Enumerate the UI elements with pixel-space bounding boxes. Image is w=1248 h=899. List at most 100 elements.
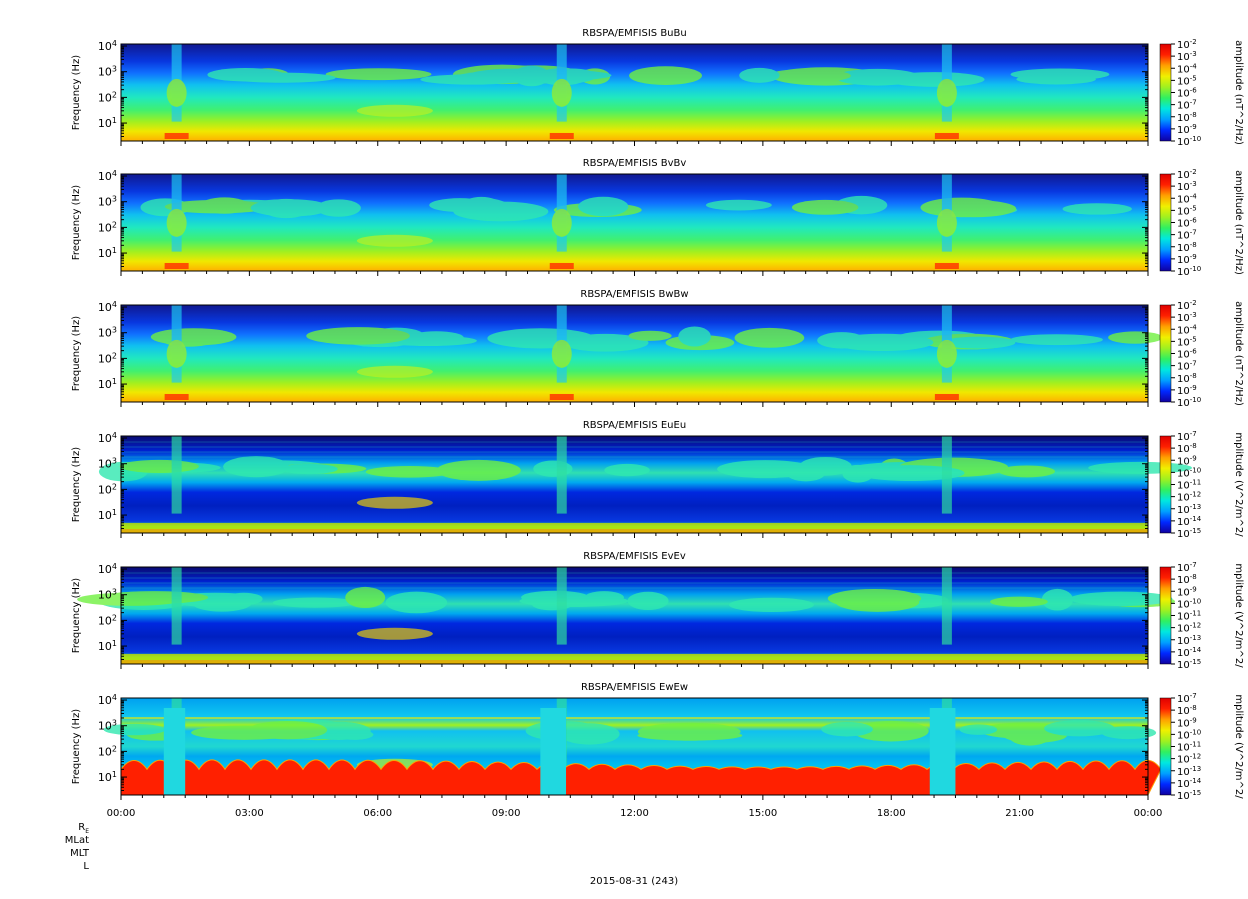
colorbar-label: amplitude (nT^2/Hz)	[1233, 170, 1244, 275]
colorbar-tick-label: 10-11	[1177, 479, 1201, 492]
emission-features	[98, 436, 1193, 533]
colorbar-tick-label: 10-9	[1177, 384, 1197, 397]
y-tick-label: 104	[98, 562, 117, 576]
colorbar-tick-label: 10-8	[1177, 111, 1197, 124]
y-tick-label: 104	[98, 300, 117, 314]
orbit-label-re: RE	[78, 822, 89, 835]
colorbar: 10-210-310-410-510-610-710-810-910-10 amp…	[1159, 38, 1244, 148]
y-tick-label: 103	[98, 588, 117, 602]
colorbar-tick-label: 10-5	[1177, 74, 1197, 87]
colorbar-tick-label: 10-12	[1177, 491, 1201, 504]
colorbar-tick-label: 10-3	[1177, 50, 1197, 63]
emission-features	[164, 44, 1110, 139]
panel-title: RBSPA/EMFISIS EuEu	[583, 420, 686, 431]
y-tick-label: 104	[98, 431, 117, 445]
y-tick-label: 103	[98, 719, 117, 733]
y-tick-label: 102	[98, 613, 117, 627]
colorbar-tick-label: 10-11	[1177, 610, 1201, 623]
x-tick-label: 15:00	[748, 808, 777, 819]
y-tick-label: 103	[98, 195, 117, 209]
emission-features	[77, 567, 1176, 664]
colorbar-tick-label: 10-9	[1177, 123, 1197, 136]
panel-6: RBSPA/EMFISIS EwEw Frequency (Hz) 101 102 10…	[71, 682, 1244, 802]
colorbar-label: amplitude (nT^2/Hz)	[1233, 40, 1244, 145]
colorbar-label: mplitude (V^2/m^2/	[1233, 694, 1244, 799]
y-tick-label: 103	[98, 457, 117, 471]
colorbar: 10-710-810-910-1010-1110-1210-1310-1410-…	[1159, 430, 1244, 540]
x-tick-label: 12:00	[620, 808, 649, 819]
y-tick-label: 102	[98, 90, 117, 104]
colorbar-tick-label: 10-7	[1177, 430, 1197, 443]
x-tick-label: 00:00	[107, 808, 136, 819]
colorbar-tick-label: 10-7	[1177, 692, 1197, 705]
colorbar-tick-label: 10-11	[1177, 741, 1201, 754]
colorbar-tick-label: 10-8	[1177, 241, 1197, 254]
colorbar-label: mplitude (V^2/m^2/	[1233, 432, 1244, 537]
colorbar: 10-210-310-410-510-610-710-810-910-10 amp…	[1159, 168, 1244, 278]
colorbar-tick-label: 10-5	[1177, 335, 1197, 348]
colorbar-tick-label: 10-3	[1177, 180, 1197, 193]
panel-1: RBSPA/EMFISIS BuBu Frequency (Hz) 101 102 10…	[71, 28, 1244, 148]
colorbar-tick-label: 10-12	[1177, 622, 1201, 635]
y-axis-label: Frequency (Hz)	[71, 316, 82, 392]
colorbar-tick-label: 10-9	[1177, 716, 1197, 729]
y-tick-label: 104	[98, 39, 117, 53]
y-tick-label: 101	[98, 770, 117, 784]
colorbar-tick-label: 10-4	[1177, 62, 1197, 75]
colorbar-tick-label: 10-9	[1177, 585, 1197, 598]
colorbar-tick-label: 10-10	[1177, 597, 1201, 610]
colorbar-tick-label: 10-10	[1177, 396, 1201, 409]
panel-title: RBSPA/EMFISIS BuBu	[582, 28, 686, 39]
spectrogram-image	[121, 567, 1148, 664]
panel-title: RBSPA/EMFISIS BvBv	[583, 158, 687, 169]
y-axis-label: Frequency (Hz)	[71, 55, 82, 131]
orbit-label-mlt: MLT	[70, 848, 90, 859]
emission-features	[140, 174, 1132, 269]
colorbar-tick-label: 10-2	[1177, 299, 1197, 312]
colorbar-label: amplitude (nT^2/Hz)	[1233, 301, 1244, 406]
y-axis-label: Frequency (Hz)	[71, 447, 82, 523]
colorbar-tick-label: 10-14	[1177, 515, 1202, 528]
y-tick-label: 104	[98, 693, 117, 707]
colorbar-tick-label: 10-10	[1177, 728, 1201, 741]
time-axis: 00:00 03:00 06:00 09:00 12:00 15:00 18:00 21:00…	[107, 808, 1163, 819]
y-tick-label: 104	[98, 169, 117, 183]
y-tick-label: 101	[98, 377, 117, 391]
colorbar: 10-710-810-910-1010-1110-1210-1310-1410-…	[1159, 561, 1244, 671]
colorbar-tick-label: 10-10	[1177, 466, 1201, 479]
orbit-label-mlat: MLat	[65, 835, 89, 846]
colorbar-tick-label: 10-14	[1177, 777, 1202, 790]
colorbar: 10-710-810-910-1010-1110-1210-1310-1410-…	[1159, 692, 1244, 802]
spectrogram-image	[121, 44, 1148, 141]
colorbar-tick-label: 10-7	[1177, 360, 1197, 373]
colorbar-tick-label: 10-9	[1177, 454, 1197, 467]
spectrogram-image	[121, 174, 1148, 271]
colorbar-tick-label: 10-9	[1177, 253, 1197, 266]
y-axis-label: Frequency (Hz)	[71, 185, 82, 261]
y-tick-label: 101	[98, 508, 117, 522]
y-tick-label: 103	[98, 65, 117, 79]
panel-5: RBSPA/EMFISIS EvEv Frequency (Hz) 101 102 10…	[71, 551, 1244, 671]
colorbar-tick-label: 10-5	[1177, 204, 1197, 217]
panel-title: RBSPA/EMFISIS BwBw	[580, 289, 688, 300]
x-tick-label: 06:00	[363, 808, 392, 819]
colorbar-tick-label: 10-7	[1177, 229, 1197, 242]
colorbar-tick-label: 10-13	[1177, 765, 1201, 778]
colorbar-label: mplitude (V^2/m^2/	[1233, 563, 1244, 668]
emission-features	[150, 305, 1163, 400]
x-tick-label: 03:00	[235, 808, 264, 819]
colorbar-tick-label: 10-15	[1177, 789, 1201, 802]
y-axis-label: Frequency (Hz)	[71, 578, 82, 654]
y-tick-label: 101	[98, 116, 117, 130]
date-label: 2015-08-31 (243)	[590, 876, 678, 887]
colorbar: 10-210-310-410-510-610-710-810-910-10 amp…	[1159, 299, 1244, 409]
colorbar-tick-label: 10-6	[1177, 217, 1197, 230]
colorbar-tick-label: 10-4	[1177, 323, 1197, 336]
colorbar-tick-label: 10-13	[1177, 634, 1201, 647]
colorbar-tick-label: 10-7	[1177, 561, 1197, 574]
panel-3: RBSPA/EMFISIS BwBw Frequency (Hz) 101 102 10…	[71, 289, 1244, 409]
x-tick-label: 09:00	[492, 808, 521, 819]
colorbar-tick-label: 10-8	[1177, 704, 1197, 717]
y-tick-label: 101	[98, 246, 117, 260]
